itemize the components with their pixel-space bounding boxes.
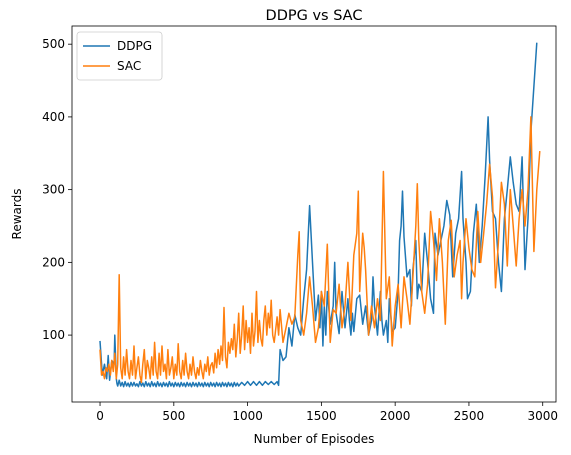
- series-line-ddpg: [99, 42, 538, 388]
- x-tick-label: 500: [162, 409, 185, 423]
- legend-label-ddpg: DDPG: [117, 39, 152, 53]
- x-tick-label: 2000: [380, 409, 411, 423]
- axes-frame: [71, 25, 557, 403]
- legend-label-sac: SAC: [117, 59, 141, 73]
- x-tick-label: 0: [96, 409, 104, 423]
- legend: DDPG SAC: [76, 31, 163, 81]
- y-tick-label: 300: [42, 183, 65, 197]
- y-tick-label: 400: [42, 110, 65, 124]
- chart-title: DDPG vs SAC: [266, 8, 363, 24]
- x-tick-label: 1500: [306, 409, 337, 423]
- series-lines: [99, 42, 541, 388]
- axes: 0 500 1000 1500 2000 2500 3000 100 200 300 400 500: [42, 25, 558, 423]
- x-tick-label: 1000: [232, 409, 263, 423]
- x-tick-label: 3000: [527, 409, 558, 423]
- series-line-sac: [99, 116, 541, 384]
- legend-frame: [76, 31, 163, 81]
- y-tick-label: 100: [42, 328, 65, 342]
- y-tick-label: 200: [42, 255, 65, 269]
- x-tick-label: 2500: [454, 409, 485, 423]
- y-axis-label: Rewards: [10, 189, 24, 240]
- x-axis-label: Number of Episodes: [254, 432, 375, 446]
- y-tick-label: 500: [42, 37, 65, 51]
